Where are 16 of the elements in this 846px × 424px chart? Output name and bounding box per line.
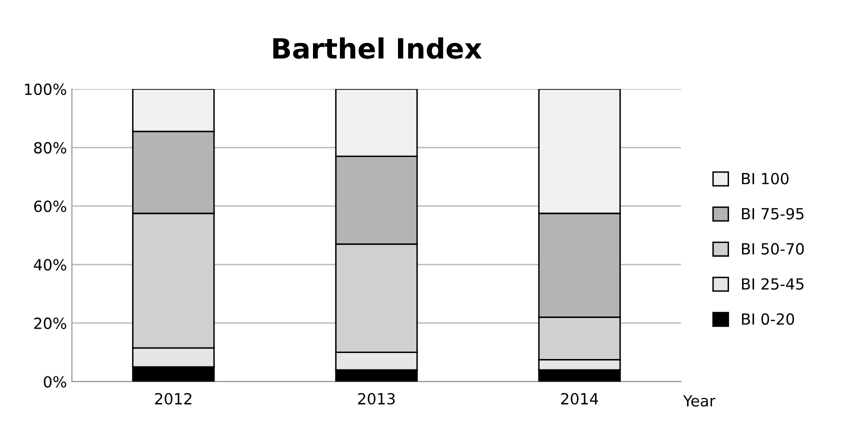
legend-label: BI 75-95 <box>742 208 804 220</box>
y-tick-label: 60% <box>34 200 66 212</box>
x-tick-label: 2013 <box>358 392 395 405</box>
x-tick-label: 2012 <box>155 392 192 405</box>
chart-title: Barthel Index <box>273 37 482 59</box>
legend-label: BI 100 <box>742 172 789 184</box>
legend-label: BI 0-20 <box>742 313 794 325</box>
legend-label: BI 25-45 <box>742 278 804 290</box>
y-tick-label: 100% <box>25 84 66 96</box>
x-axis-title: Year <box>683 395 716 407</box>
y-tick-label: 20% <box>34 318 66 330</box>
y-tick-label: 0% <box>44 376 66 388</box>
y-tick-label: 40% <box>34 259 66 271</box>
y-tick-label: 80% <box>34 142 66 154</box>
legend-label: BI 50-70 <box>742 243 804 255</box>
x-tick-label: 2014 <box>561 392 598 405</box>
